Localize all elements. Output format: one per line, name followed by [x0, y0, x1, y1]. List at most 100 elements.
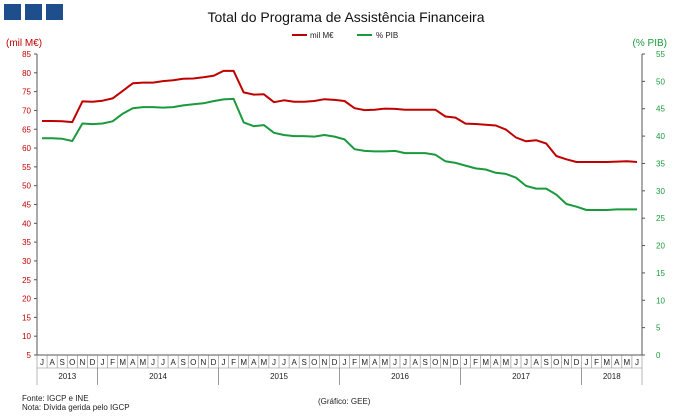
x-month-label: S [423, 358, 428, 367]
x-month-label: J [282, 358, 286, 367]
y-left-tick-label: 70 [22, 106, 31, 115]
y-left-tick-label: 85 [22, 50, 31, 59]
y-left-tick-label: 80 [22, 69, 31, 78]
y-right-tick-label: 55 [656, 50, 665, 59]
y-right-tick-label: 45 [656, 105, 665, 114]
legend-label-pib: % PIB [376, 31, 398, 40]
x-month-label: J [101, 358, 105, 367]
y-right-tick-label: 0 [656, 351, 661, 360]
x-month-label: A [49, 358, 55, 367]
x-month-label: F [231, 358, 236, 367]
x-month-label: S [60, 358, 65, 367]
x-month-label: O [432, 358, 438, 367]
x-month-label: A [533, 358, 539, 367]
x-month-label: J [393, 358, 397, 367]
x-year-label: 2016 [391, 372, 409, 381]
y-left-tick-label: 15 [22, 313, 31, 322]
legend-label-mil-m: mil M€ [310, 31, 334, 40]
y-right-tick-label: 40 [656, 132, 665, 141]
x-month-label: A [170, 358, 176, 367]
x-month-label: J [524, 358, 528, 367]
x-month-label: J [464, 358, 468, 367]
x-month-label: D [453, 358, 459, 367]
x-month-label: N [442, 358, 448, 367]
x-month-label: M [240, 358, 247, 367]
x-month-label: A [291, 358, 297, 367]
x-month-label: A [251, 358, 257, 367]
y-left-ticks: 5 10 15 20 25 30 35 40 45 50 55 60 65 70 75 80 85 [22, 50, 37, 360]
x-month-label: N [200, 358, 206, 367]
x-month-label: A [493, 358, 499, 367]
x-month-label: D [574, 358, 580, 367]
y-left-tick-label: 20 [22, 295, 31, 304]
x-month-label: O [553, 358, 559, 367]
x-month-label: J [585, 358, 589, 367]
x-month-label: M [482, 358, 489, 367]
x-month-label: S [302, 358, 307, 367]
x-month-label: J [222, 358, 226, 367]
legend: mil M€ % PIB [292, 31, 398, 40]
y-right-tick-label: 50 [656, 77, 665, 86]
y-right-tick-label: 20 [656, 242, 665, 251]
x-axis-years: 2013 2014 2015 2016 2017 2018 [36, 368, 643, 385]
y-right-tick-label: 15 [656, 269, 665, 278]
x-month-label: A [412, 358, 418, 367]
x-month-label: D [211, 358, 217, 367]
series-line-mil-m [42, 69, 638, 163]
y-right-tick-label: 5 [656, 324, 661, 333]
x-month-label: O [69, 358, 75, 367]
x-month-label: A [614, 358, 620, 367]
y-left-tick-label: 60 [22, 144, 31, 153]
y-left-tick-label: 10 [22, 332, 31, 341]
y-right-tick-label: 10 [656, 296, 665, 305]
x-month-label: N [563, 358, 569, 367]
y-left-tick-label: 30 [22, 257, 31, 266]
y-left-tick-label: 45 [22, 201, 31, 210]
x-month-label: A [372, 358, 378, 367]
y-left-tick-label: 75 [22, 88, 31, 97]
x-month-label: F [473, 358, 478, 367]
x-year-label: 2014 [149, 372, 167, 381]
x-year-label: 2015 [270, 372, 288, 381]
x-month-label: M [603, 358, 610, 367]
x-month-label: F [594, 358, 599, 367]
x-month-label: J [161, 358, 165, 367]
y-right-ticks: 0 5 10 15 20 25 30 35 40 45 50 55 [642, 50, 665, 360]
y-left-tick-label: 25 [22, 276, 31, 285]
series-line-pib [42, 97, 637, 211]
y-left-tick-label: 55 [22, 163, 31, 172]
x-month-label: S [181, 358, 186, 367]
x-year-label: 2018 [603, 372, 621, 381]
y-left-tick-label: 35 [22, 238, 31, 247]
x-month-label: M [261, 358, 268, 367]
x-month-label: J [272, 358, 276, 367]
x-month-label: M [119, 358, 126, 367]
x-year-label: 2013 [58, 372, 76, 381]
y-right-tick-label: 30 [656, 187, 665, 196]
x-month-label: J [343, 358, 347, 367]
footer-note: Nota: Dívida gerida pelo IGCP [22, 403, 130, 412]
y-left-tick-label: 65 [22, 125, 31, 134]
x-month-label: O [190, 358, 196, 367]
x-month-label: J [635, 358, 639, 367]
x-month-label: F [110, 358, 115, 367]
logo [4, 4, 64, 20]
series-lines [42, 69, 638, 211]
y-left-tick-label: 5 [27, 351, 32, 360]
y-right-axis-label: (% PIB) [633, 38, 667, 49]
x-month-label: N [79, 358, 85, 367]
x-month-label: J [514, 358, 518, 367]
x-month-label: N [321, 358, 327, 367]
footer-credit: (Gráfico: GEE) [318, 397, 371, 406]
y-left-tick-label: 40 [22, 219, 31, 228]
x-month-label: M [624, 358, 631, 367]
x-month-label: J [403, 358, 407, 367]
x-month-label: M [382, 358, 389, 367]
chart-title: Total do Programa de Assistência Finance… [207, 9, 484, 25]
x-month-label: M [140, 358, 147, 367]
x-month-label: M [503, 358, 510, 367]
y-right-tick-label: 35 [656, 159, 665, 168]
y-left-axis-label: (mil M€) [6, 38, 42, 49]
